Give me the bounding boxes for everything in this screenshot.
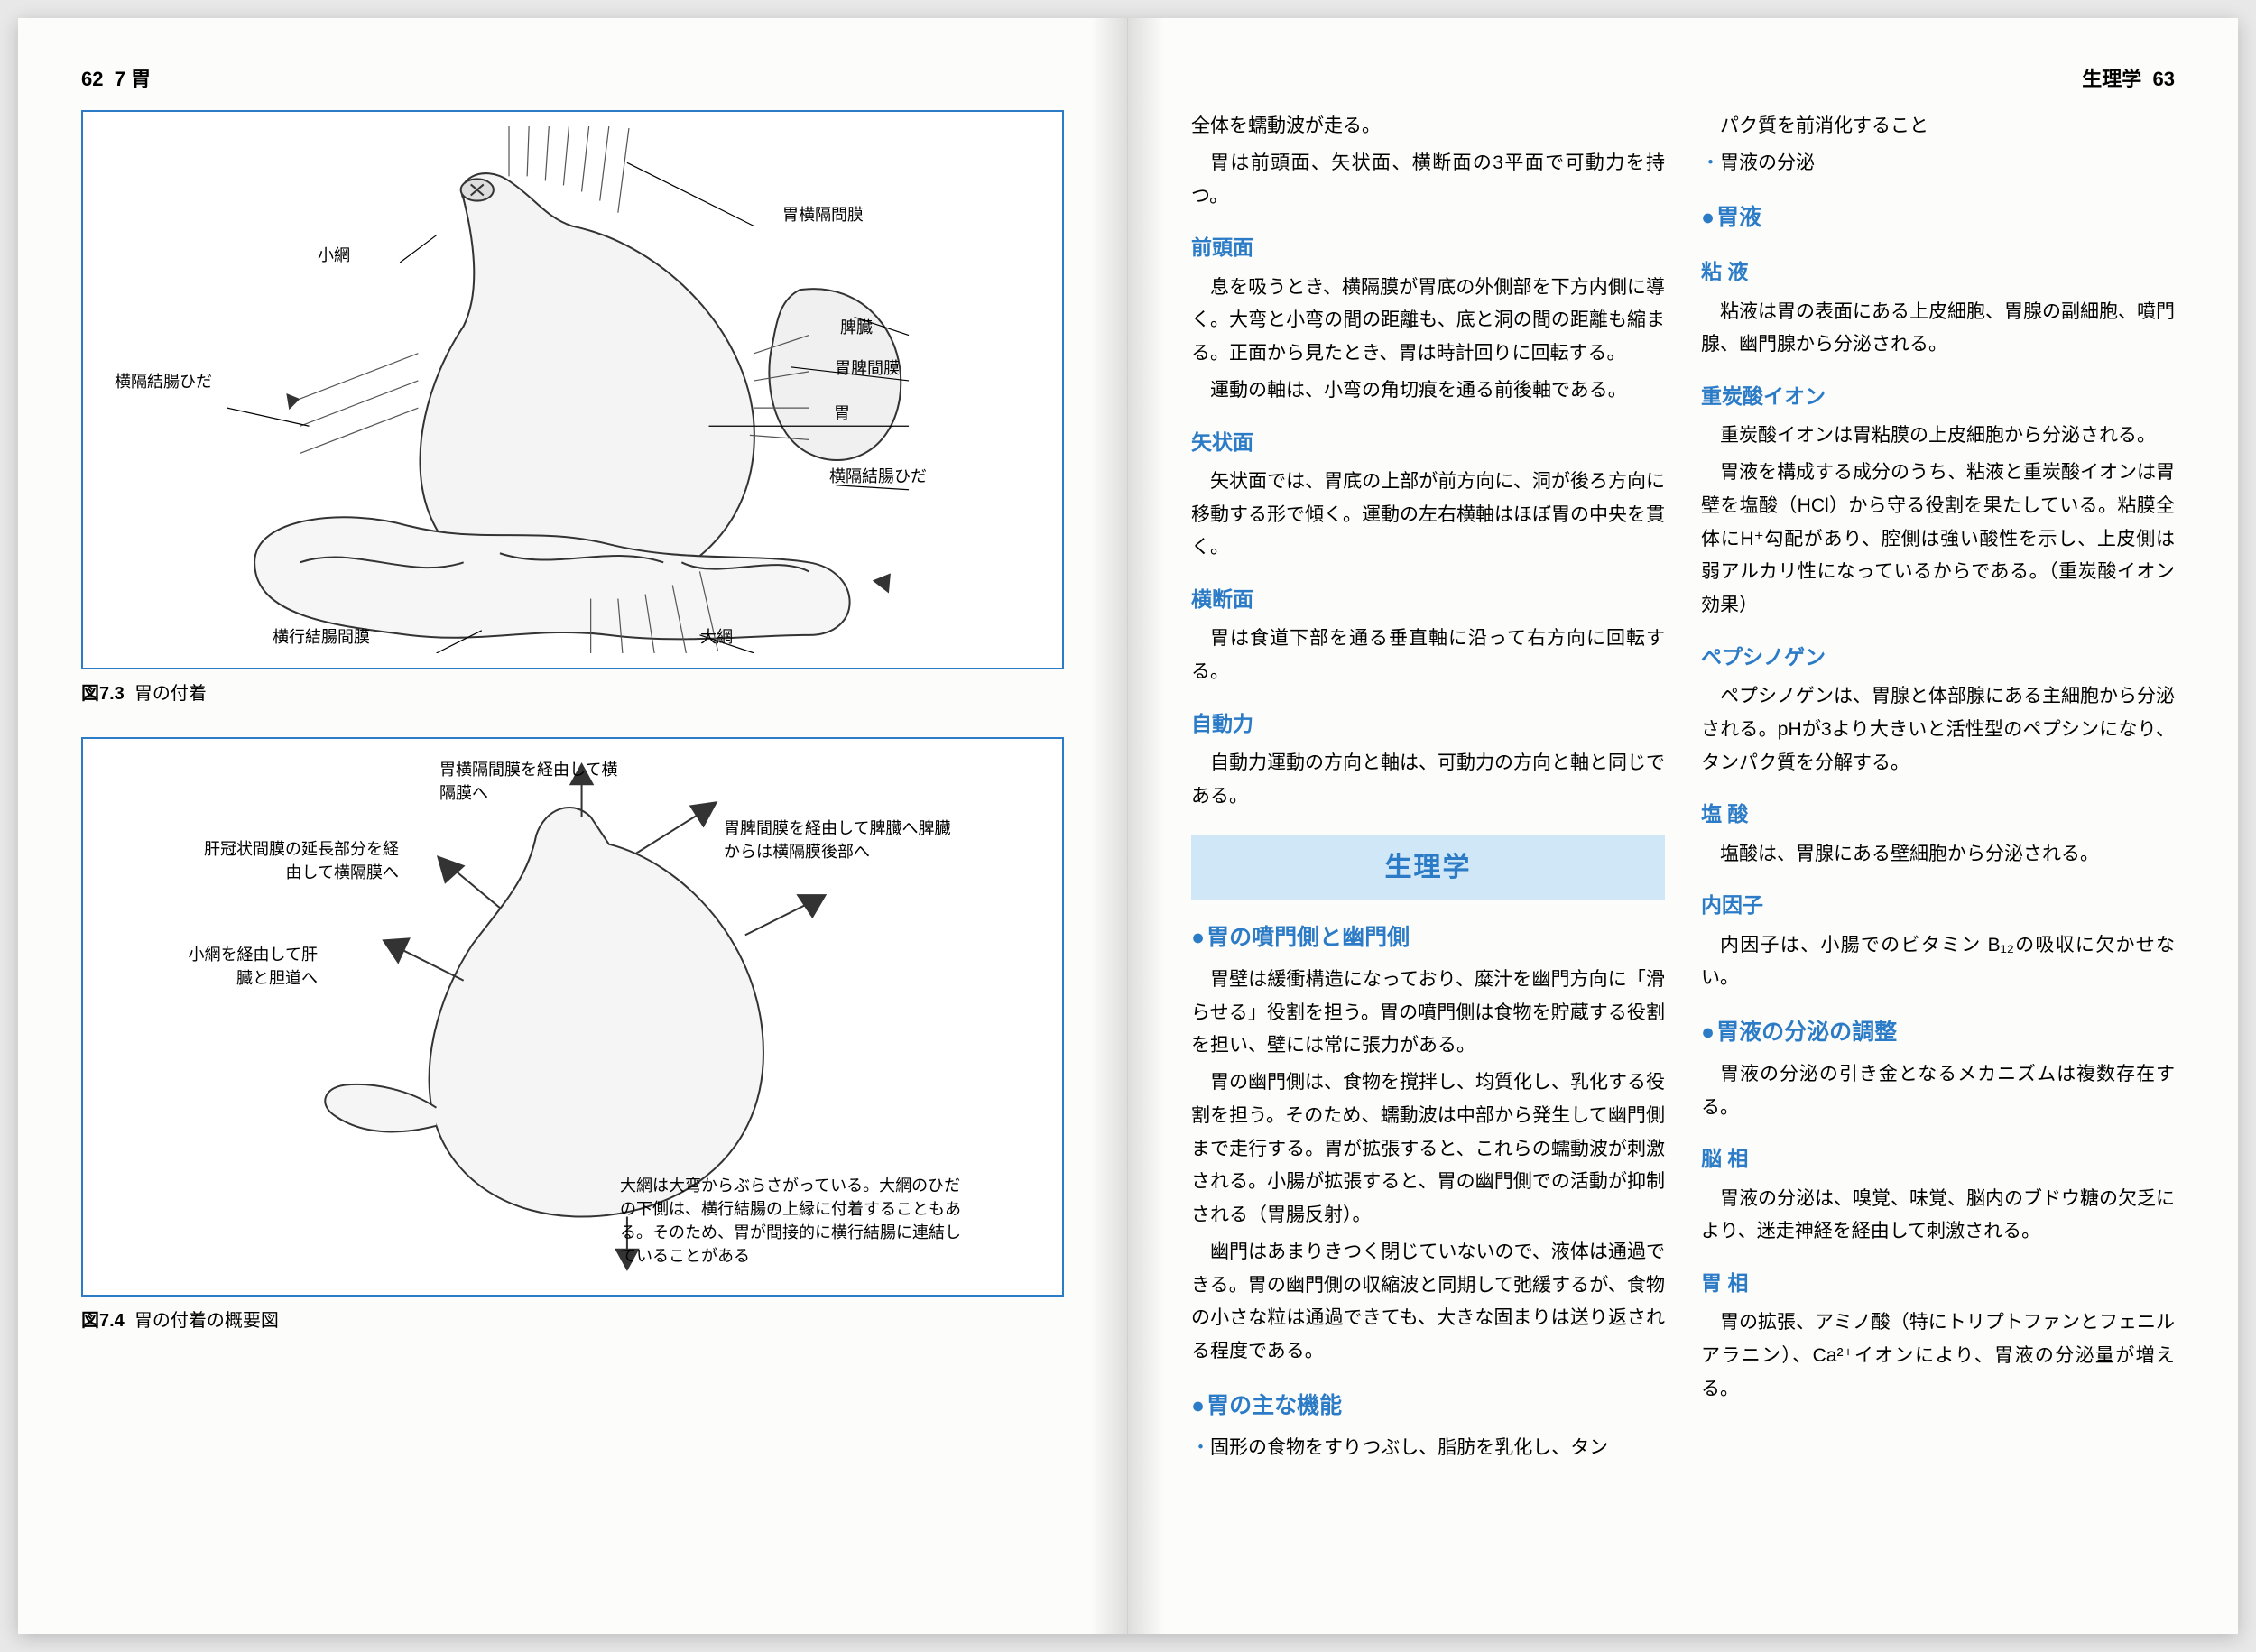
- h-mucus: 粘 液: [1701, 254, 2175, 290]
- h-sagittal: 矢状面: [1191, 424, 1665, 460]
- fig74-label-a1: 胃横隔間膜を経由して横隔膜へ: [439, 757, 620, 804]
- p-frontal2: 運動の軸は、小弯の角切痕を通る前後軸である。: [1191, 374, 1665, 408]
- h-gastric-juice: 胃液: [1701, 198, 2175, 238]
- h-main-functions: 胃の主な機能: [1191, 1387, 1665, 1426]
- h-hcl: 塩 酸: [1701, 796, 2175, 832]
- figure-7-4-box: 胃横隔間膜を経由して横隔膜へ 肝冠状間膜の延長部分を経由して横隔膜へ 胃脾間膜を…: [81, 737, 1064, 1297]
- text-columns: 全体を蠕動波が走る。 胃は前頭面、矢状面、横断面の3平面で可動力を持つ。 前頭面…: [1191, 110, 2175, 1468]
- bullet-icon: ・: [1191, 1437, 1210, 1458]
- cont2-text: 胃液の分泌: [1720, 152, 1815, 173]
- h-frontal: 前頭面: [1191, 229, 1665, 265]
- spine-shadow-left: [1091, 18, 1127, 1634]
- p-sagittal: 矢状面では、胃底の上部が前方向に、洞が後ろ方向に移動する形で傾く。運動の左右横軸…: [1191, 466, 1665, 565]
- p-auto: 自動力運動の方向と軸は、可動力の方向と軸と同じである。: [1191, 747, 1665, 814]
- fig73-caption-prefix: 図7.3: [81, 684, 125, 704]
- func-b1-text: 固形の食物をすりつぶし、脂肪を乳化し、タン: [1210, 1437, 1608, 1458]
- figure-7-3-caption: 図7.3 胃の付着: [81, 678, 1064, 705]
- fig73-label-gastrosplenic: 胃脾間膜: [835, 355, 900, 379]
- fig74-caption-text: 胃の付着の概要図: [134, 1311, 279, 1331]
- page-right: 生理学 63 全体を蠕動波が走る。 胃は前頭面、矢状面、横断面の3平面で可動力を…: [1128, 18, 2238, 1634]
- p-cephalic: 胃液の分泌は、嗅覚、味覚、脳内のブドウ糖の欠乏により、迷走神経を経由して刺激され…: [1701, 1183, 2175, 1250]
- fig74-label-a4: 小網を経由して肝臓と胆道へ: [173, 942, 318, 989]
- fig73-label-greater-omentum: 大網: [700, 624, 733, 648]
- spine-shadow-right: [1128, 18, 1164, 1634]
- section-label-header: 生理学: [2082, 68, 2141, 90]
- p-if: 内因子は、小腸でのビタミン B₁₂の吸収に欠かせない。: [1701, 929, 2175, 996]
- header-right: 生理学 63: [1191, 63, 2175, 92]
- fig74-caption-prefix: 図7.4: [81, 1311, 125, 1331]
- p-cont1: 全体を蠕動波が走る。: [1191, 110, 1665, 143]
- bullet-icon: ・: [1701, 152, 1720, 173]
- column-1: 全体を蠕動波が走る。 胃は前頭面、矢状面、横断面の3平面で可動力を持つ。 前頭面…: [1191, 110, 1665, 1468]
- h-intrinsic-factor: 内因子: [1701, 887, 2175, 923]
- h-regulation: 胃液の分泌の調整: [1701, 1013, 2175, 1053]
- h-pepsinogen: ペプシノゲン: [1701, 639, 2175, 675]
- p-cardiac3: 幽門はあまりきつく閉じていないので、液体は通過できる。胃の幽門側の収縮波と同期し…: [1191, 1236, 1665, 1369]
- p-mucus: 粘液は胃の表面にある上皮細胞、胃腺の副細胞、噴門腺、幽門腺から分泌される。: [1701, 296, 2175, 363]
- fig74-label-a2: 肝冠状間膜の延長部分を経由して横隔膜へ: [200, 836, 399, 883]
- p-pepsinogen: ペプシノゲンは、胃腺と体部腺にある主細胞から分泌される。pHが3より大きいと活性…: [1701, 680, 2175, 780]
- fig73-label-phrenicocolic-r: 横隔結腸ひだ: [829, 464, 927, 487]
- fig73-label-transverse-mesocolon: 横行結腸間膜: [273, 624, 370, 648]
- fig73-label-phrenicocolic-l: 横隔結腸ひだ: [115, 369, 212, 392]
- h-bicarbonate: 重炭酸イオン: [1701, 378, 2175, 414]
- fig73-caption-text: 胃の付着: [134, 684, 207, 704]
- section-band-physiology: 生理学: [1191, 835, 1665, 901]
- fig73-label-spleen: 脾臓: [840, 315, 873, 338]
- p-cont2: 胃は前頭面、矢状面、横断面の3平面で可動力を持つ。: [1191, 147, 1665, 214]
- p-cont-protein: パク質を前消化すること: [1701, 110, 2175, 143]
- figure-7-4-caption: 図7.4 胃の付着の概要図: [81, 1306, 1064, 1332]
- page-number-right: 63: [2153, 68, 2175, 90]
- h-auto: 自動力: [1191, 706, 1665, 742]
- p-bicarb2: 胃液を構成する成分のうち、粘液と重炭酸イオンは胃壁を塩酸（HCl）から守る役割を…: [1701, 457, 2175, 623]
- book-spread: 62 7 胃: [18, 18, 2238, 1634]
- p-cardiac2: 胃の幽門側は、食物を撹拌し、均質化し、乳化する役割を担う。そのため、蠕動波は中部…: [1191, 1066, 1665, 1232]
- h-transverse: 横断面: [1191, 581, 1665, 617]
- fig73-label-stomach: 胃: [834, 401, 850, 424]
- fig73-label-small-omentum: 小網: [318, 243, 350, 266]
- p-transverse: 胃は食道下部を通る垂直軸に沿って右方向に回転する。: [1191, 623, 1665, 689]
- h-gastric-phase: 胃 相: [1701, 1265, 2175, 1301]
- figure-7-3-svg: [97, 126, 1048, 653]
- p-bicarb1: 重炭酸イオンは胃粘膜の上皮細胞から分泌される。: [1701, 420, 2175, 453]
- h-cephalic-phase: 脳 相: [1701, 1140, 2175, 1177]
- page-number-left: 62: [81, 68, 103, 90]
- fig73-label-gastrophrenic: 胃横隔間膜: [782, 202, 864, 226]
- fig74-label-a5: 大網は大弯からぶらさがっている。大網のひだの下側は、横行結腸の上縁に付着すること…: [620, 1174, 963, 1268]
- p-cont-secretion: ・胃液の分泌: [1701, 147, 2175, 180]
- p-gastric: 胃の拡張、アミノ酸（特にトリプトファンとフェニルアラニン）、Ca²⁺イオンにより…: [1701, 1306, 2175, 1406]
- column-2: パク質を前消化すること ・胃液の分泌 胃液 粘 液 粘液は胃の表面にある上皮細胞…: [1701, 110, 2175, 1468]
- page-left: 62 7 胃: [18, 18, 1128, 1634]
- cont1-text: パク質を前消化すること: [1720, 115, 1928, 136]
- p-hcl: 塩酸は、胃腺にある壁細胞から分泌される。: [1701, 838, 2175, 872]
- chapter-title: 7 胃: [115, 68, 151, 90]
- p-func-b1: ・固形の食物をすりつぶし、脂肪を乳化し、タン: [1191, 1432, 1665, 1465]
- p-cardiac1: 胃壁は緩衝構造になっており、糜汁を幽門方向に「滑らせる」役割を担う。胃の噴門側は…: [1191, 964, 1665, 1063]
- header-left: 62 7 胃: [81, 63, 1064, 92]
- h-cardiac-pyloric: 胃の噴門側と幽門側: [1191, 918, 1665, 958]
- figure-7-3-box: 小網 胃横隔間膜 脾臓 胃脾間膜 胃 横隔結腸ひだ 横隔結腸ひだ 大網 横行結腸…: [81, 110, 1064, 669]
- p-frontal1: 息を吸うとき、横隔膜が胃底の外側部を下方内側に導く。大弯と小弯の間の距離も、底と…: [1191, 272, 1665, 371]
- p-regulation: 胃液の分泌の引き金となるメカニズムは複数存在する。: [1701, 1058, 2175, 1125]
- fig74-label-a3: 胃脾間膜を経由して脾臓へ脾臓からは横隔膜後部へ: [724, 816, 958, 863]
